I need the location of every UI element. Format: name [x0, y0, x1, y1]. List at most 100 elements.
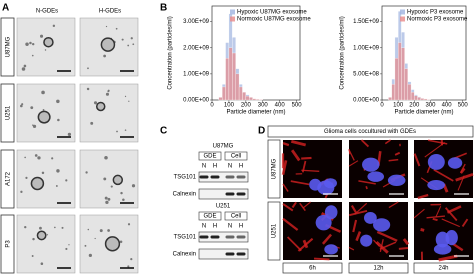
vesicle: [36, 230, 47, 241]
speck: [128, 100, 130, 102]
histogram-bar: [232, 52, 236, 101]
panel-letter: D: [258, 126, 265, 137]
histogram-bar: [249, 97, 253, 101]
blot-band: [199, 235, 209, 239]
lane-label: H: [239, 224, 243, 230]
nucleus: [387, 174, 406, 187]
actin-fiber: [388, 158, 399, 162]
speck: [105, 25, 108, 28]
actin-fiber: [321, 233, 333, 245]
speck: [40, 262, 44, 265]
row-label-box: [0, 17, 15, 77]
actin-fiber: [461, 218, 469, 228]
micrograph: [16, 17, 76, 77]
speck: [93, 101, 98, 105]
row-label: U251: [6, 105, 12, 120]
vesicle: [95, 101, 106, 112]
actin-fiber: [348, 210, 368, 217]
group-label: GDE: [203, 214, 216, 220]
speck: [41, 90, 45, 95]
nucleus: [445, 229, 458, 246]
histogram-bar: [410, 92, 415, 101]
actin-fiber: [358, 180, 376, 185]
histogram-bar: [404, 68, 408, 101]
group-box: [224, 211, 248, 221]
actin-fiber: [348, 246, 355, 251]
y-tick-label: 0.00E+00: [183, 98, 210, 104]
histogram-bar: [222, 86, 226, 101]
lane-label: N: [228, 164, 232, 170]
x-tick-label: 400: [442, 103, 453, 109]
legend-label: Hypoxic P3 exosome: [407, 10, 464, 16]
histogram-bar: [427, 99, 431, 101]
protein-label: TSG101: [174, 175, 197, 181]
nucleus: [363, 212, 377, 224]
group-label: GDE: [203, 154, 216, 160]
actin-fiber: [394, 151, 401, 156]
speck: [132, 43, 135, 46]
speck: [31, 54, 34, 57]
row-label-box: [0, 149, 15, 209]
actin-fiber: [291, 201, 297, 209]
lane-label: N: [202, 224, 206, 230]
actin-fiber: [302, 201, 311, 209]
speck: [21, 67, 26, 71]
speck: [25, 176, 28, 179]
row-label-box: [267, 139, 281, 199]
lane-label: N: [228, 224, 232, 230]
actin-fiber: [282, 217, 299, 231]
speck: [40, 34, 44, 38]
speck: [130, 37, 133, 40]
speck: [61, 226, 64, 229]
actin-fiber: [348, 149, 355, 161]
histogram-bar: [407, 84, 412, 101]
x-tick-label: 100: [224, 103, 235, 109]
speck: [21, 103, 24, 106]
speck: [56, 169, 60, 173]
vesicle: [37, 110, 51, 124]
x-tick-label: 200: [241, 103, 252, 109]
speck: [87, 228, 90, 231]
speck: [23, 64, 27, 68]
x-tick-label: 300: [258, 103, 269, 109]
speck: [29, 41, 32, 45]
speck: [52, 24, 56, 28]
histogram-bar: [242, 92, 246, 101]
group-box: [224, 151, 248, 161]
nucleus: [447, 157, 463, 169]
histogram-bar: [218, 97, 223, 101]
row-label-box: [0, 83, 15, 143]
fluorescence-image: [349, 140, 408, 198]
actin-fiber: [398, 246, 409, 250]
legend-label: Normoxic P3 exosome: [407, 17, 468, 23]
speck: [104, 156, 108, 160]
speck: [124, 95, 127, 98]
actin-fiber: [301, 156, 312, 160]
speck: [127, 44, 130, 47]
legend-label: Normoxic U87MG exosome: [237, 17, 311, 23]
speck: [110, 185, 113, 188]
actin-fiber: [435, 205, 442, 218]
y-axis-label: Concentration (particles/ml): [340, 16, 346, 89]
vesicle: [30, 176, 45, 191]
speck: [104, 196, 108, 200]
speck: [65, 179, 68, 182]
nucleus: [360, 234, 373, 247]
speck: [122, 198, 125, 201]
time-label: 24h: [438, 266, 448, 272]
actin-fiber: [282, 183, 289, 192]
cell-line-label: U251: [216, 204, 231, 210]
y-tick-label: 1.00E+09: [353, 45, 380, 51]
actin-fiber: [376, 230, 398, 242]
group-label: Cell: [231, 154, 241, 160]
group-label: Cell: [231, 214, 241, 220]
histogram-bar: [238, 86, 243, 101]
lane-label: H: [213, 224, 217, 230]
actin-fiber: [282, 203, 294, 212]
nucleus: [324, 205, 338, 220]
speck: [127, 223, 131, 226]
speck: [94, 237, 96, 240]
lane-label: H: [239, 164, 243, 170]
actin-fiber: [432, 217, 438, 222]
histogram-bar: [235, 73, 240, 101]
